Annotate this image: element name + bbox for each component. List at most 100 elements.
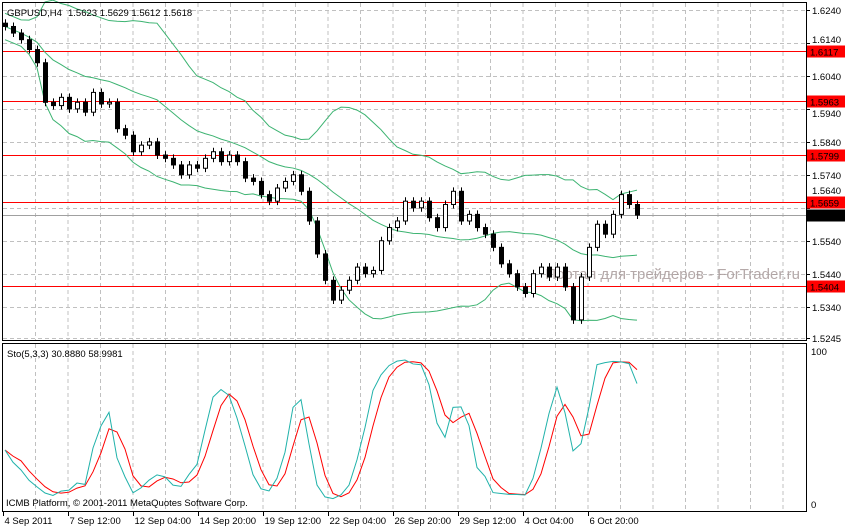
candle-bear (83, 101, 88, 113)
price-tick-label: 1.5540 (812, 237, 841, 248)
price-tick-label: 1.5245 (812, 334, 841, 345)
candle-bear (563, 266, 568, 288)
band-middle (4, 26, 638, 259)
price-level-label: 1.6117 (810, 48, 838, 59)
candle-bull (275, 187, 280, 202)
price-level-label: 1.5404 (810, 283, 839, 294)
price-level-label-bg (807, 149, 845, 162)
candle-bull (395, 220, 400, 229)
candle-bull (227, 154, 232, 163)
candle-bear (515, 273, 520, 288)
grid (3, 3, 806, 511)
candle-bull (107, 101, 112, 105)
candle-bear (27, 39, 32, 51)
candle-bear (243, 161, 248, 179)
candle-bear (523, 286, 528, 294)
stoch-signal-line (4, 361, 638, 498)
candle-bear (123, 128, 128, 136)
indicator-title: Sto(5,3,3) 30.8880 58.9981 (7, 349, 123, 360)
candle-bear (35, 49, 40, 64)
current-price-label-bg (807, 209, 845, 222)
price-level-label: 1.5799 (810, 152, 839, 163)
candle-bear (499, 246, 504, 265)
ohlc-readout: 1.5623 1.5629 1.5612 1.5618 (68, 8, 192, 19)
candle-bear (427, 200, 432, 219)
level-labels: 1.6117 1.5963 1.5799 1.5659 1.5404 1.5618 (807, 45, 845, 294)
stoch-tick-0: 0 (811, 500, 816, 511)
candle-bull (403, 200, 408, 222)
candle-bull (139, 144, 144, 153)
time-tick-label: 7 Sep 12:00 (70, 516, 121, 527)
candle-bull (619, 194, 624, 215)
candle-bear (99, 91, 104, 105)
candle-bear (171, 157, 176, 166)
candle-bull (187, 164, 192, 176)
candle-bull (555, 266, 560, 278)
candle-bear (51, 101, 56, 107)
candle-bull (451, 190, 456, 205)
candle-bull (347, 279, 352, 291)
time-tick-label: 4 Oct 04:00 (525, 516, 574, 527)
candle-bear (627, 194, 632, 205)
time-tick-label: 14 Sep 20:00 (200, 516, 257, 527)
price-tick-label: 1.6040 (812, 72, 841, 83)
candle-bear (323, 253, 328, 281)
candle-bull (371, 269, 376, 275)
price-tick-label: 1.5840 (812, 138, 841, 149)
time-tick-label: 22 Sep 04:00 (330, 516, 387, 527)
price-tick-label: 1.6140 (812, 35, 841, 46)
candle-bear (155, 141, 160, 156)
candle-bull (339, 289, 344, 301)
candle-bear (363, 266, 368, 275)
candle-bull (91, 91, 96, 113)
candle-bull (379, 240, 384, 271)
candle-bull (531, 273, 536, 294)
price-level-label-bg (807, 45, 845, 58)
candle-bull (595, 223, 600, 248)
band-upper (4, 0, 638, 201)
candle-bull (539, 266, 544, 275)
candle-bear (459, 190, 464, 222)
stoch-main-line (4, 359, 638, 500)
price-level-label: 1.5963 (810, 98, 839, 109)
candle-bull (203, 157, 208, 169)
candle-bull (355, 266, 360, 281)
candle-bull (579, 276, 584, 321)
price-level-label-bg (807, 95, 845, 108)
price-level-label-bg (807, 196, 845, 209)
current-price-label: 1.5618 (810, 212, 839, 223)
price-tick-label: 1.5940 (812, 109, 841, 120)
candle-bear (475, 213, 480, 229)
stochastic-lines (4, 359, 638, 500)
candle-bear (131, 134, 136, 153)
time-tick-label: 6 Oct 20:00 (590, 516, 639, 527)
price-level-label: 1.5659 (810, 199, 839, 210)
stoch-tick-100: 100 (811, 347, 827, 358)
candle-bull (283, 180, 288, 189)
candle-bull (291, 174, 296, 182)
candle-bull (387, 227, 392, 242)
candle-bear (315, 220, 320, 255)
time-axis[interactable]: 4 Sep 2011 7 Sep 12:00 12 Sep 04:00 14 Sep … (3, 511, 639, 527)
candles (3, 19, 640, 324)
candle-bear (43, 62, 48, 103)
time-tick-label: 4 Sep 2011 (5, 516, 53, 527)
candle-bull (467, 213, 472, 222)
time-tick-label: 19 Sep 12:00 (265, 516, 322, 527)
candle-bear (235, 154, 240, 163)
candle-bear (251, 177, 256, 182)
candle-bear (571, 286, 576, 321)
candle-bear (411, 200, 416, 209)
main-panel-border (2, 2, 807, 341)
price-tick-label: 1.5740 (812, 171, 841, 182)
candle-bull (211, 151, 216, 159)
candle-bear (179, 164, 184, 176)
candle-bull (75, 101, 80, 110)
price-axis[interactable]: 1.6240 1.6140 1.6040 1.5940 1.5840 1.5740 1.56… (806, 6, 841, 345)
candle-bear (115, 101, 120, 130)
candle-bear (3, 22, 8, 27)
candle-bear (195, 164, 200, 169)
candle-bear (267, 194, 272, 202)
candle-bull (419, 200, 424, 209)
